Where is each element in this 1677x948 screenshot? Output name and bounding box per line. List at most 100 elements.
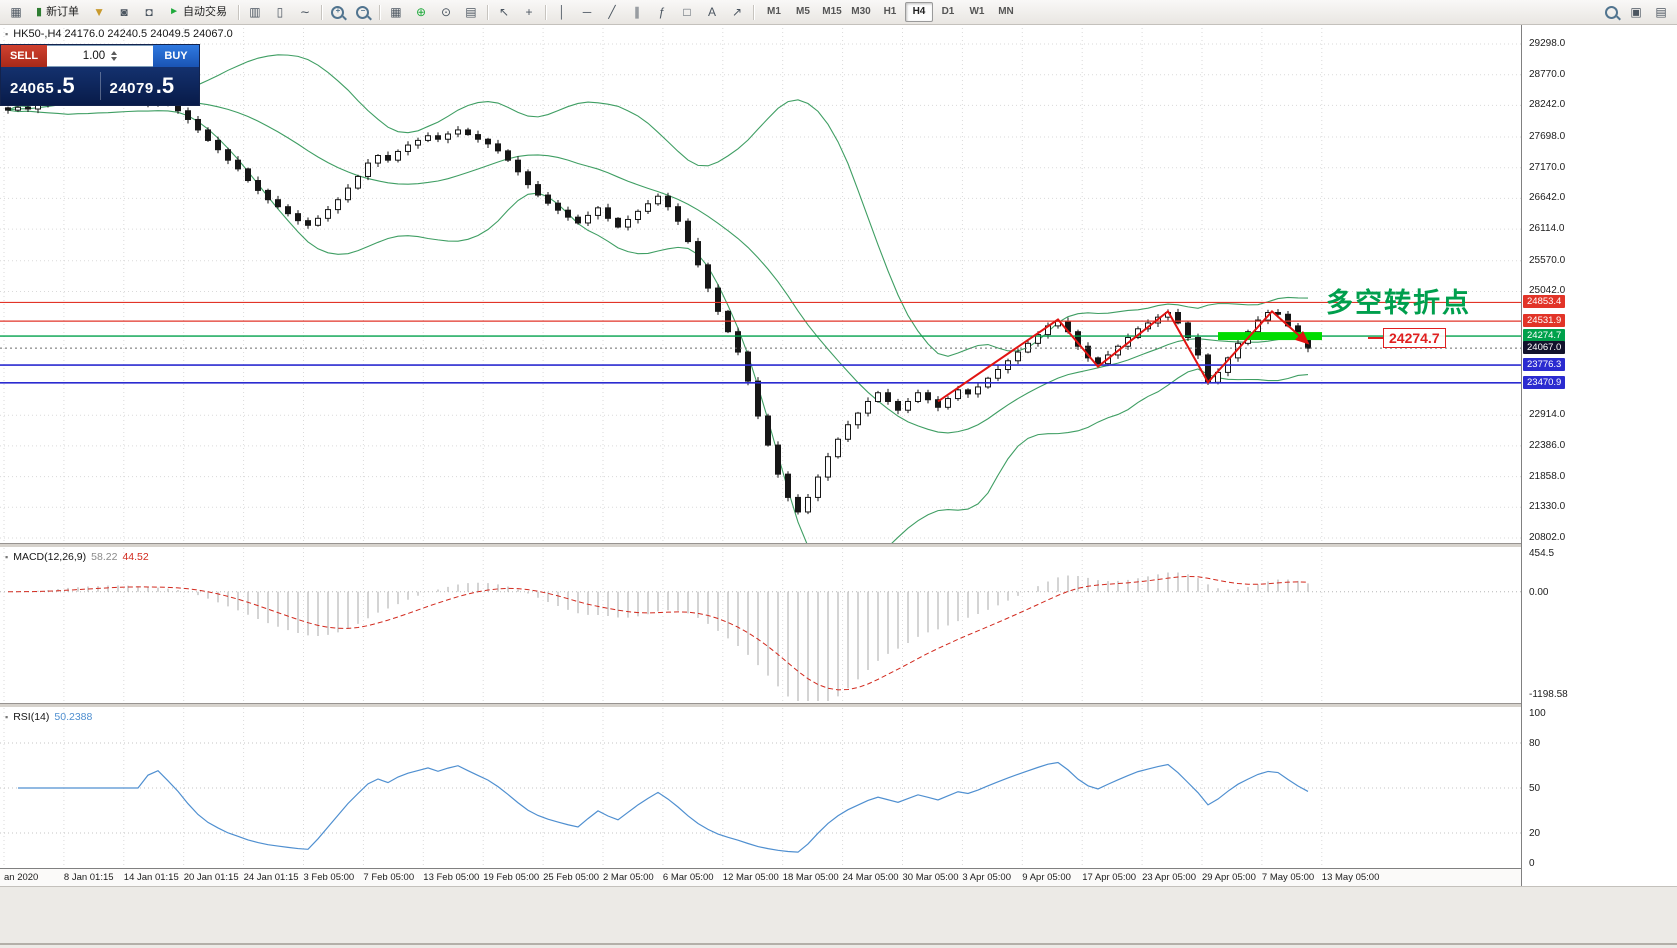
bar-chart-icon[interactable]: ▥: [249, 5, 261, 19]
timeframe-h1[interactable]: H1: [883, 6, 897, 17]
zoom-in-icon[interactable]: +: [326, 1, 350, 23]
window-icon[interactable]: ▣: [1630, 5, 1642, 19]
timeframe-m15[interactable]: M15: [822, 6, 842, 17]
channel-icon[interactable]: ∥: [633, 5, 640, 19]
rsi-indicator-label: ▪ RSI(14) 50.2388: [5, 711, 92, 723]
sell-price-button[interactable]: 24065 .5: [1, 73, 100, 99]
buy-button[interactable]: BUY: [153, 45, 199, 67]
time-axis-label: an 2020: [4, 872, 39, 883]
macd-main-value: 58.22: [91, 551, 118, 563]
rsi-axis-label: 20: [1529, 828, 1541, 839]
rsi-value: 50.2388: [54, 711, 93, 723]
time-axis-label: 29 Apr 05:00: [1202, 872, 1256, 883]
cursor-icon[interactable]: ↖: [498, 5, 509, 19]
new-chart-icon[interactable]: ▦: [10, 5, 22, 19]
one-click-trading-panel: SELL 1.00 BUY 24065 .5 24079 .5: [0, 44, 200, 106]
trendline-icon[interactable]: ╱: [608, 5, 616, 19]
time-axis-label: 2 Mar 05:00: [603, 872, 654, 883]
layout-icon[interactable]: ▤: [1655, 5, 1667, 19]
price-chart-canvas[interactable]: [0, 24, 1521, 543]
time-axis-label: 13 Feb 05:00: [423, 872, 480, 883]
timeframe-m5[interactable]: M5: [796, 6, 810, 17]
volume-steppers[interactable]: [111, 51, 118, 61]
turning-point-annotation: 多空转折点: [1326, 288, 1471, 319]
horizontal-line-icon[interactable]: ─: [582, 5, 592, 19]
price-level-tag: 24531.9: [1523, 314, 1566, 328]
autotrade-label: 自动交易: [182, 6, 227, 18]
rsi-canvas[interactable]: [0, 708, 1521, 868]
autotrade-button[interactable]: ► 自动交易: [162, 1, 234, 23]
text-icon[interactable]: A: [707, 5, 716, 19]
templates-icon[interactable]: ▤: [465, 5, 477, 19]
price-axis-label: 22386.0: [1529, 439, 1566, 451]
candlestick-chart-icon[interactable]: ▯: [276, 5, 284, 19]
periods-icon[interactable]: ⊙: [440, 5, 451, 19]
sell-button[interactable]: SELL: [1, 45, 47, 67]
timeframe-w1[interactable]: W1: [969, 6, 985, 17]
time-axis-label: 24 Mar 05:00: [842, 872, 899, 883]
price-axis-label: 29298.0: [1529, 38, 1566, 49]
macd-axis-label: -1198.58: [1529, 689, 1568, 700]
price-axis-label: 28242.0: [1529, 99, 1566, 111]
symbol-ohlc-label: ▪ HK50-,H4 24176.0 24240.5 24049.5 24067…: [5, 28, 233, 40]
community-icon[interactable]: ◘: [145, 5, 153, 19]
price-level-tag: 24274.7: [1523, 329, 1566, 343]
zoom-out-icon[interactable]: −: [351, 1, 375, 23]
buy-price-button[interactable]: 24079 .5: [101, 73, 200, 99]
toolbar-separator: [752, 4, 754, 20]
price-axis-label: 25042.0: [1529, 285, 1566, 297]
price-axis[interactable]: 29298.0 28770.0 28242.0 27698.0 27170.0 26642…: [1521, 24, 1677, 886]
price-callout-box: 24274.7: [1383, 328, 1446, 348]
shapes-icon[interactable]: □: [683, 5, 691, 19]
time-axis-label: 14 Jan 01:15: [123, 872, 179, 883]
timeframe-d1[interactable]: D1: [941, 6, 955, 17]
pane-splitter[interactable]: [0, 543, 1521, 548]
macd-indicator-label: ▪ MACD(12,26,9) 58.22 44.52: [5, 551, 149, 563]
time-axis-label: 23 Apr 05:00: [1142, 872, 1196, 883]
time-axis-label: 6 Mar 05:00: [662, 872, 714, 883]
price-level-tag: 23470.9: [1523, 375, 1566, 389]
volume-down-icon[interactable]: [111, 57, 118, 61]
indicator-icon: ▪: [5, 552, 9, 562]
time-axis-label: 12 Mar 05:00: [722, 872, 779, 883]
price-axis-label: 25570.0: [1529, 254, 1566, 266]
timeframe-m30[interactable]: M30: [851, 6, 871, 17]
fibonacci-icon[interactable]: ƒ: [658, 5, 666, 19]
time-axis[interactable]: an 2020 8 Jan 01:15 14 Jan 01:15 20 Jan 01:…: [0, 868, 1521, 887]
crosshair-icon[interactable]: +: [525, 5, 533, 19]
timeframe-h4[interactable]: H4: [904, 2, 933, 22]
macd-canvas[interactable]: [0, 548, 1521, 703]
symbol-ohlc-text: HK50-,H4 24176.0 24240.5 24049.5 24067.0: [13, 28, 233, 40]
favorites-icon[interactable]: ▼: [93, 5, 105, 19]
price-axis-label: 20802.0: [1529, 532, 1566, 543]
vertical-line-icon[interactable]: │: [558, 5, 566, 19]
market-watch-icon[interactable]: ◙: [120, 5, 128, 19]
volume-field[interactable]: 1.00: [47, 45, 153, 67]
price-axis-label: 28770.0: [1529, 68, 1566, 80]
price-axis-label: 21330.0: [1529, 501, 1566, 513]
toolbar: ▦ ▮ 新订单 ▼ ◙ ◘ ► 自动交易 ▥ ▯ ∼ + − ▦ ⊕ ⊙ ▤ ↖…: [0, 0, 1677, 25]
toolbar-separator: [320, 4, 322, 20]
time-axis-label: 7 May 05:00: [1261, 872, 1315, 883]
rsi-axis-label: 0: [1529, 858, 1535, 869]
time-axis-label: 7 Feb 05:00: [363, 872, 415, 883]
time-axis-label: 9 Apr 05:00: [1022, 872, 1071, 883]
rsi-axis-label: 50: [1529, 783, 1541, 794]
price-axis-label: 26642.0: [1529, 192, 1566, 204]
time-axis-label: 20 Jan 01:15: [183, 872, 239, 883]
arrows-icon[interactable]: ↗: [731, 5, 742, 19]
new-order-label: 新订单: [46, 6, 80, 18]
time-axis-label: 18 Mar 05:00: [782, 872, 839, 883]
volume-up-icon[interactable]: [111, 51, 118, 55]
search-icon[interactable]: [1599, 1, 1623, 23]
timeframe-m1[interactable]: M1: [767, 6, 781, 17]
macd-signal-value: 44.52: [122, 551, 149, 563]
price-axis-label: 21858.0: [1529, 470, 1566, 482]
new-order-button[interactable]: ▮ 新订单: [29, 1, 86, 23]
line-chart-icon[interactable]: ∼: [299, 5, 310, 19]
tile-windows-icon[interactable]: ▦: [390, 5, 402, 19]
pane-splitter[interactable]: [0, 703, 1521, 708]
timeframe-mn[interactable]: MN: [998, 6, 1014, 17]
chart-symbol-icon: ▪: [5, 29, 9, 39]
indicators-icon[interactable]: ⊕: [415, 5, 426, 19]
